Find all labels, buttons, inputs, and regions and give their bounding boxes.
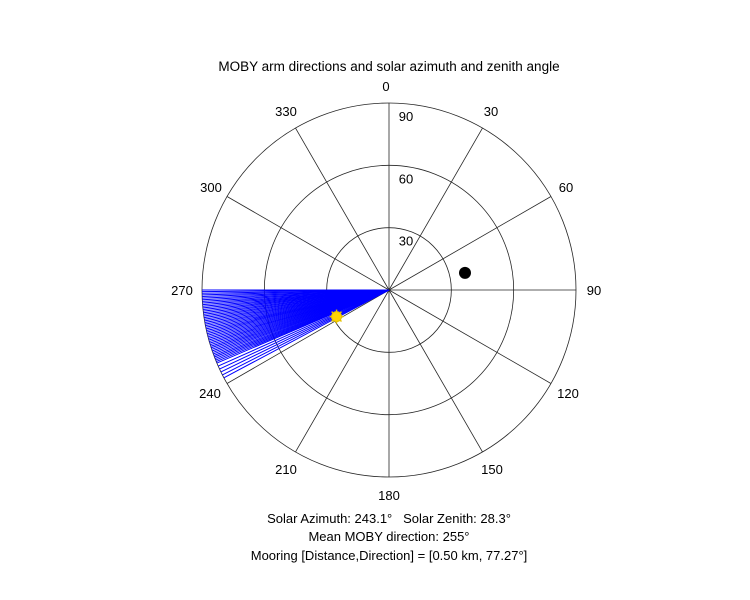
spoke-30 — [388, 127, 483, 291]
mooring-marker — [459, 266, 472, 279]
spoke-210 — [295, 289, 390, 453]
angle-tick-210: 210 — [275, 462, 297, 477]
arm-line-3 — [219, 289, 390, 370]
radial-tick-90: 90 — [399, 109, 413, 124]
angle-tick-300: 300 — [200, 180, 222, 195]
spoke-330 — [295, 127, 390, 291]
spoke-300 — [226, 196, 390, 291]
caption-solar: Solar Azimuth: 243.1° Solar Zenith: 28.3… — [267, 511, 511, 526]
radial-tick-60: 60 — [399, 171, 413, 186]
markers — [329, 266, 472, 324]
tick-labels: 0 30 60 90 120 150 180 210 240 270 300 330 30 60 90 — [171, 79, 601, 503]
caption-mean-direction: Mean MOBY direction: 255° — [308, 529, 469, 544]
angle-tick-60: 60 — [559, 180, 573, 195]
spoke-60 — [388, 196, 552, 291]
spoke-120 — [388, 289, 552, 384]
angle-tick-30: 30 — [484, 104, 498, 119]
chart-title: MOBY arm directions and solar azimuth an… — [218, 59, 559, 74]
angle-tick-150: 150 — [481, 462, 503, 477]
arm-line-4 — [217, 289, 390, 367]
arm-line-0 — [223, 289, 390, 379]
angle-tick-330: 330 — [275, 104, 297, 119]
radial-tick-30: 30 — [399, 234, 413, 249]
caption-mooring: Mooring [Distance,Direction] = [0.50 km,… — [251, 548, 528, 563]
angle-tick-120: 120 — [557, 386, 579, 401]
arm-line-1 — [222, 289, 390, 376]
angle-tick-270: 270 — [171, 283, 193, 298]
angle-tick-90: 90 — [587, 283, 601, 298]
arm-line-2 — [220, 289, 390, 373]
angle-tick-240: 240 — [199, 386, 221, 401]
spoke-240 — [226, 289, 390, 384]
sun-disc — [331, 311, 343, 323]
angle-tick-180: 180 — [378, 488, 400, 503]
sun-marker — [329, 309, 344, 324]
spoke-150 — [388, 289, 483, 453]
angle-tick-0: 0 — [382, 79, 389, 94]
moby-arm-lines — [202, 289, 390, 379]
